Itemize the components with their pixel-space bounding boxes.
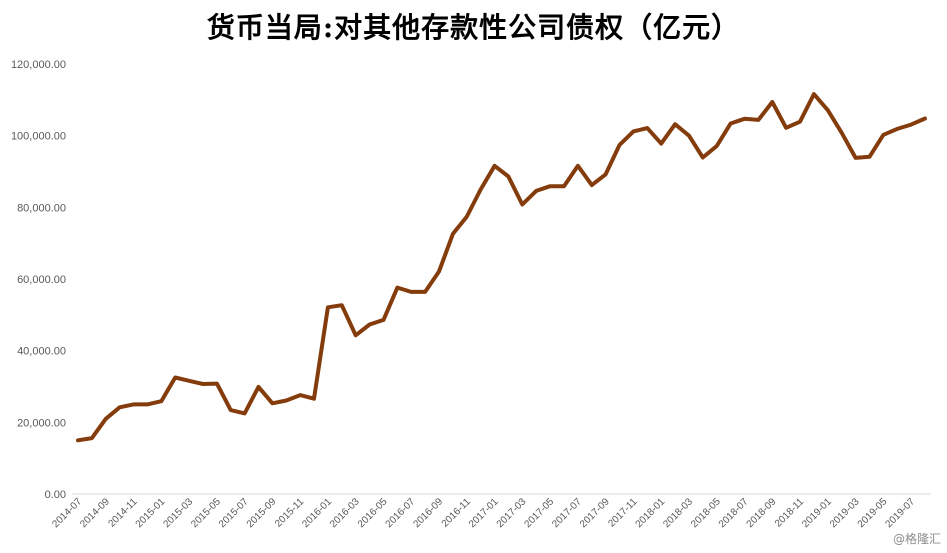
x-tick-label: 2018-09	[745, 496, 779, 530]
x-tick-label: 2018-07	[717, 496, 751, 530]
x-tick-label: 2014-07	[50, 496, 84, 530]
y-axis: 0.00 20,000.00 40,000.00 60,000.00 80,000.00…	[11, 59, 66, 501]
x-tick-label: 2014-09	[78, 496, 112, 530]
x-tick-label: 2017-09	[578, 496, 612, 530]
x-tick-label: 2019-01	[800, 496, 834, 530]
series-line	[76, 92, 927, 443]
y-tick-label: 20,000.00	[17, 417, 66, 429]
x-tick-label: 2015-03	[161, 496, 195, 530]
y-tick-label: 100,000.00	[11, 131, 66, 143]
x-tick-label: 2016-07	[384, 496, 418, 530]
chart-title: 货币当局:对其他存款性公司债权（亿元）	[206, 11, 741, 44]
x-tick-label: 2016-03	[328, 496, 362, 530]
x-axis: 2014-072014-092014-112015-012015-032015-…	[50, 493, 931, 530]
x-tick-label: 2017-05	[522, 496, 556, 530]
x-tick-label: 2018-03	[661, 496, 695, 530]
x-tick-label: 2017-07	[550, 496, 584, 530]
x-tick-label: 2016-09	[411, 496, 445, 530]
x-tick-label: 2019-05	[856, 496, 890, 530]
y-tick-label: 120,000.00	[11, 59, 66, 71]
x-tick-label: 2017-01	[467, 496, 501, 530]
y-tick-label: 60,000.00	[17, 274, 66, 286]
x-tick-label: 2015-05	[189, 496, 223, 530]
x-tick-label: 2015-01	[134, 496, 168, 530]
series-layer	[76, 92, 927, 443]
x-tick-label: 2017-03	[495, 496, 529, 530]
x-tick-label: 2019-07	[884, 496, 918, 530]
y-tick-label: 80,000.00	[17, 202, 66, 214]
x-tick-label: 2016-05	[356, 496, 390, 530]
x-tick-label: 2016-01	[300, 496, 334, 530]
y-tick-label: 0.00	[45, 489, 66, 501]
x-tick-label: 2015-09	[245, 496, 279, 530]
x-tick-label: 2019-03	[828, 496, 862, 530]
x-tick-label: 2015-07	[217, 496, 251, 530]
x-tick-label: 2018-05	[689, 496, 723, 530]
x-tick-label: 2018-01	[634, 496, 668, 530]
watermark: @格隆汇	[892, 532, 941, 546]
y-tick-label: 40,000.00	[17, 346, 66, 358]
